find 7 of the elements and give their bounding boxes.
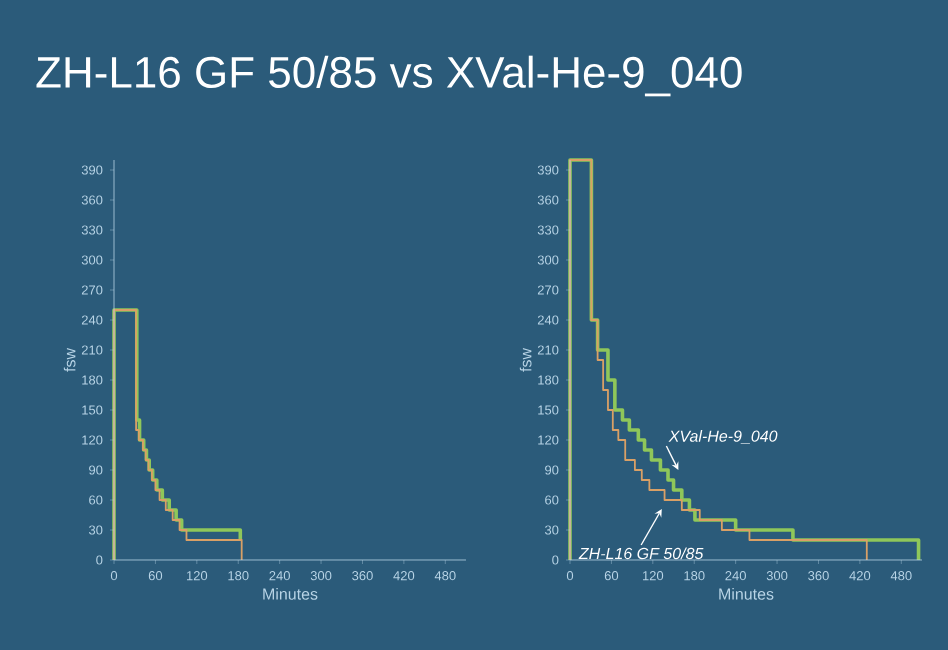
annotation: XVal-He-9_040 xyxy=(668,430,778,444)
chart-title: ZH-L16 GF 50/85 vs XVal-He-9_040 xyxy=(36,55,742,97)
annotation: ZH-L16 GF 50/85 xyxy=(578,547,704,560)
y-axis-title: fsw xyxy=(519,347,532,372)
x-axis-title: Minutes xyxy=(719,587,774,600)
x-axis-title: Minutes xyxy=(263,587,318,600)
y-axis-title: fsw xyxy=(63,347,76,372)
